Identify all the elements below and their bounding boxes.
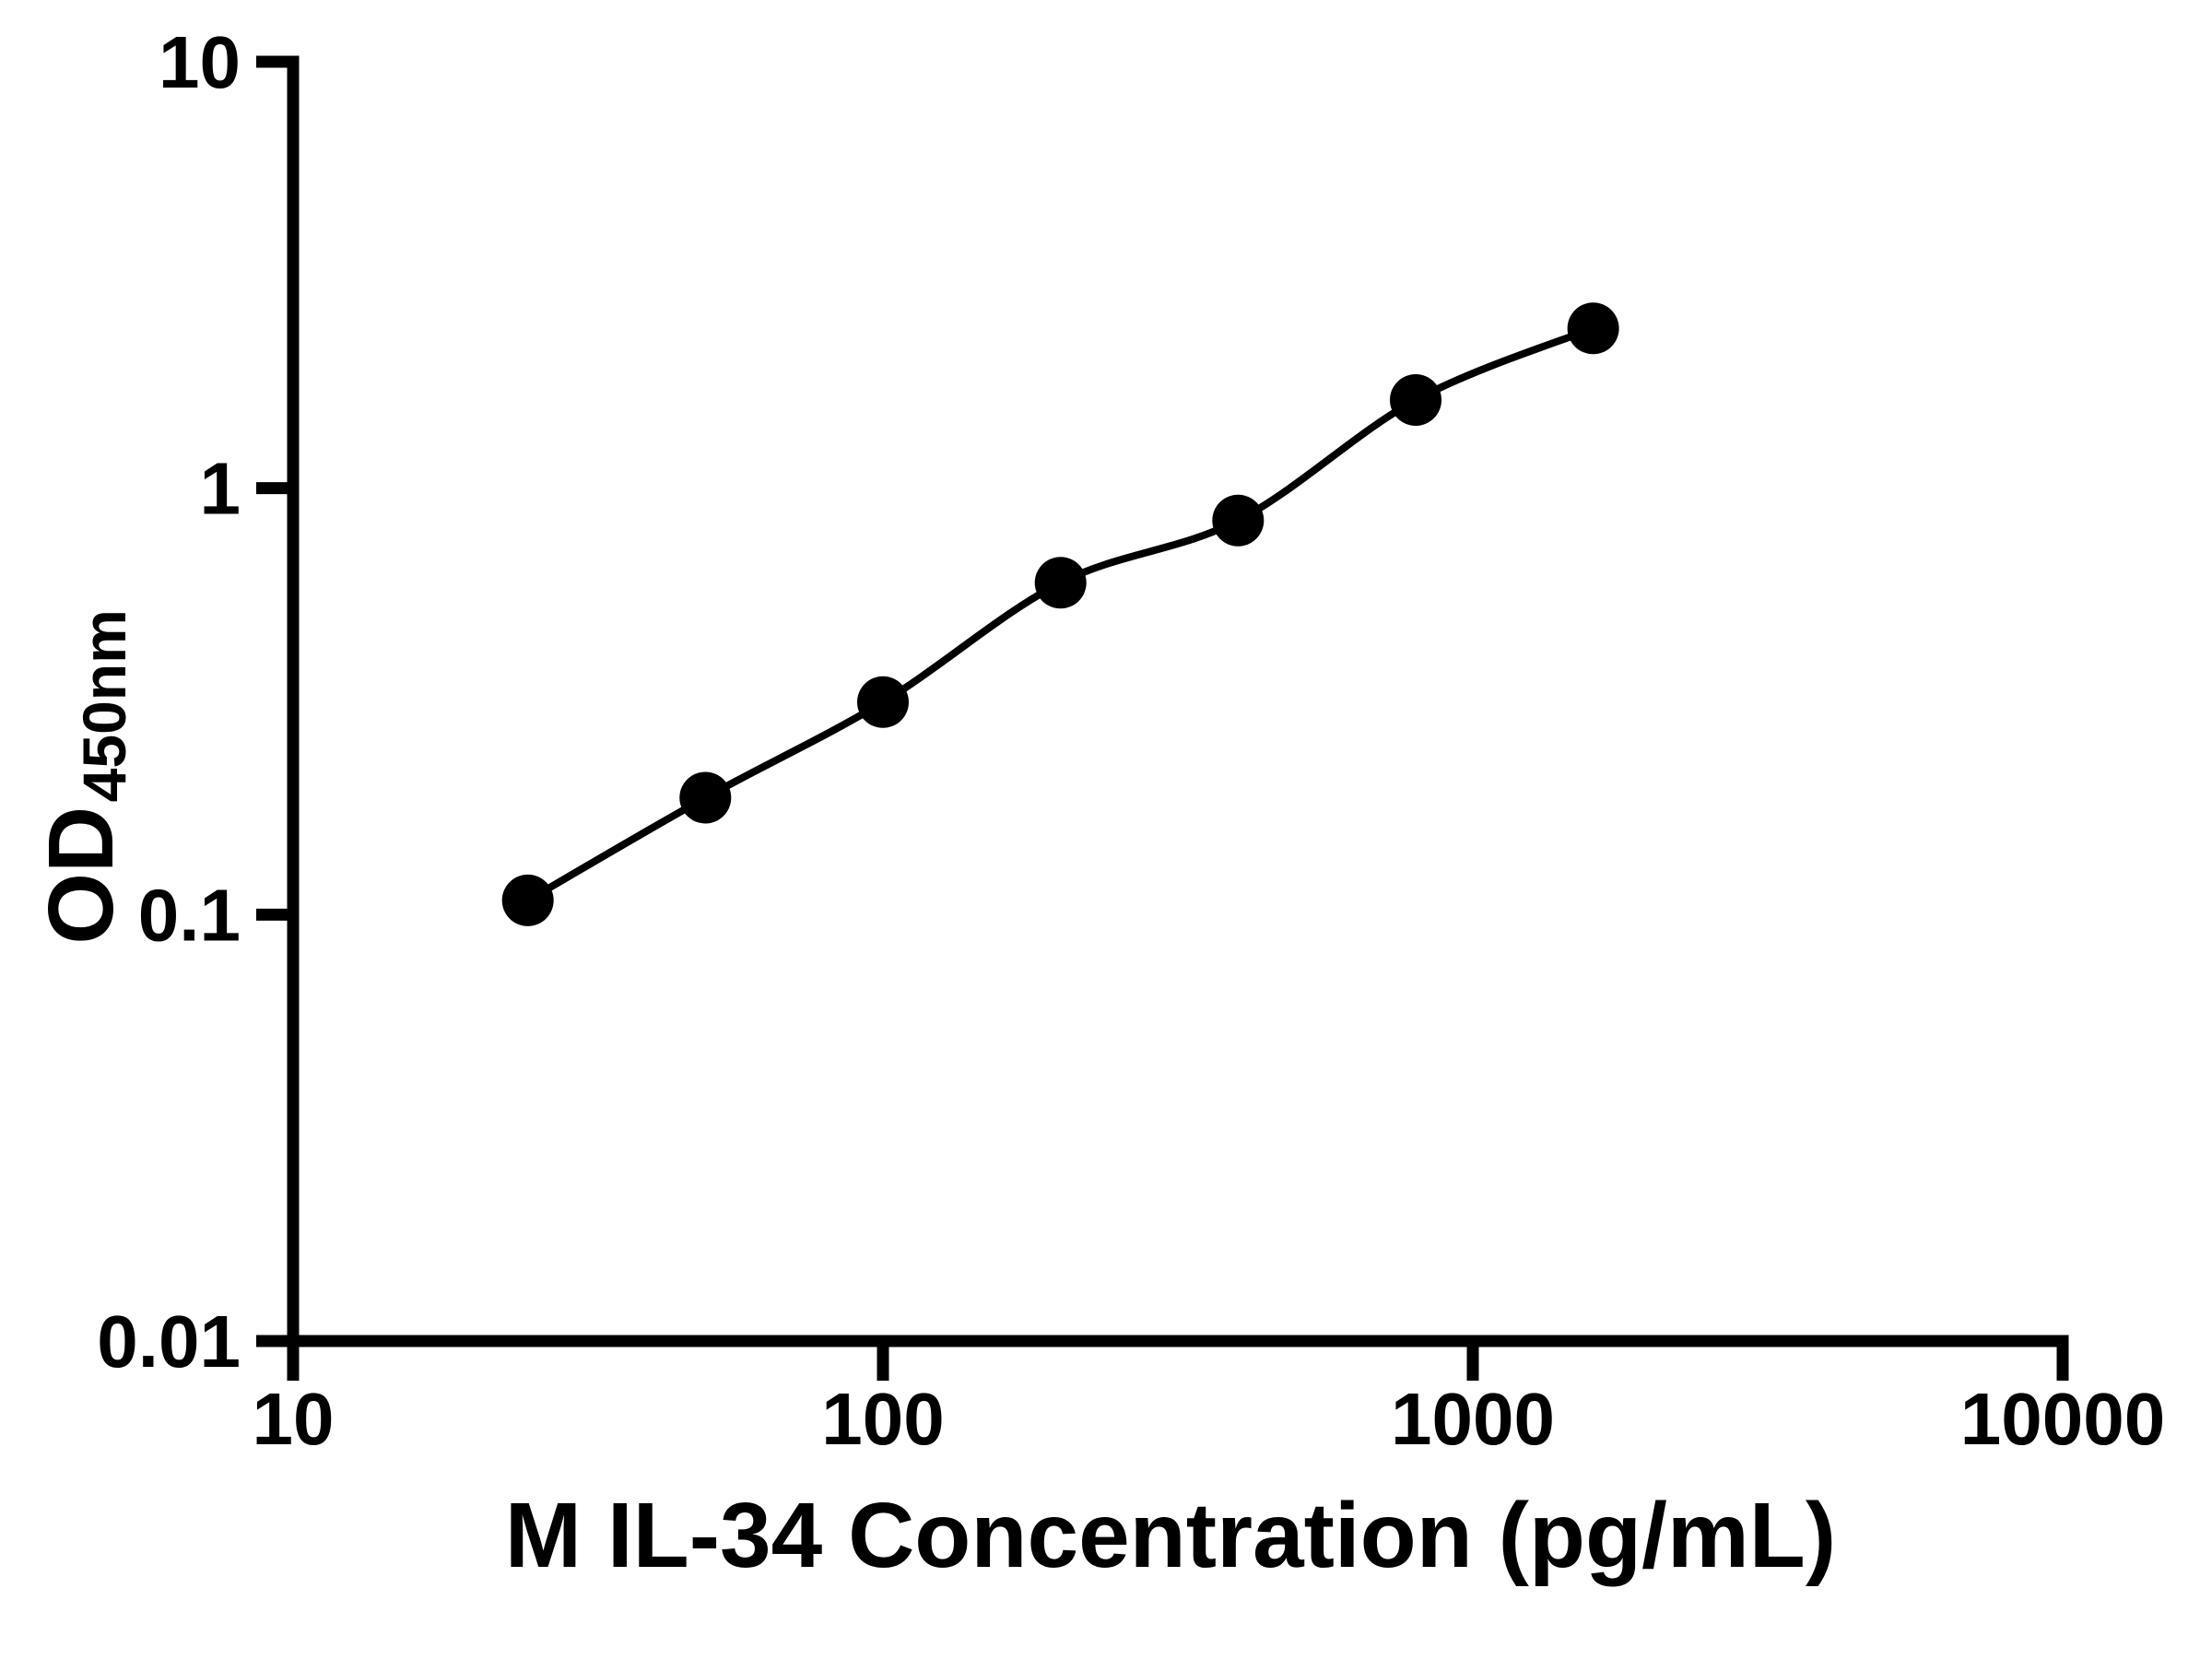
y-axis-title-main: OD — [29, 806, 133, 945]
data-point — [1567, 302, 1619, 355]
x-tick-label: 100 — [821, 1378, 944, 1460]
y-tick-label: 1 — [200, 448, 241, 530]
data-point — [679, 771, 732, 824]
y-axis-title-subscript: 450nm — [70, 609, 138, 802]
data-point — [1034, 557, 1087, 609]
y-axis-title: OD 450nm — [29, 609, 138, 945]
y-tick-label: 10 — [159, 21, 241, 103]
y-tick-label: 0.1 — [138, 874, 241, 956]
data-point — [857, 676, 909, 728]
data-point — [1212, 494, 1265, 547]
x-tick-label: 1000 — [1391, 1378, 1555, 1460]
x-tick-label: 10 — [253, 1378, 335, 1460]
y-tick-label: 0.01 — [97, 1300, 241, 1382]
data-point — [501, 874, 554, 926]
data-point — [1390, 374, 1441, 426]
x-axis-title: M IL-34 Concentration (pg/mL) — [505, 1484, 1836, 1587]
data-points — [501, 302, 1619, 926]
x-axis-ticks: 10 100 1000 10000 — [253, 1341, 2165, 1460]
y-axis-ticks: 10 1 0.1 0.01 — [97, 21, 293, 1382]
x-tick-label: 10000 — [1960, 1378, 2165, 1460]
